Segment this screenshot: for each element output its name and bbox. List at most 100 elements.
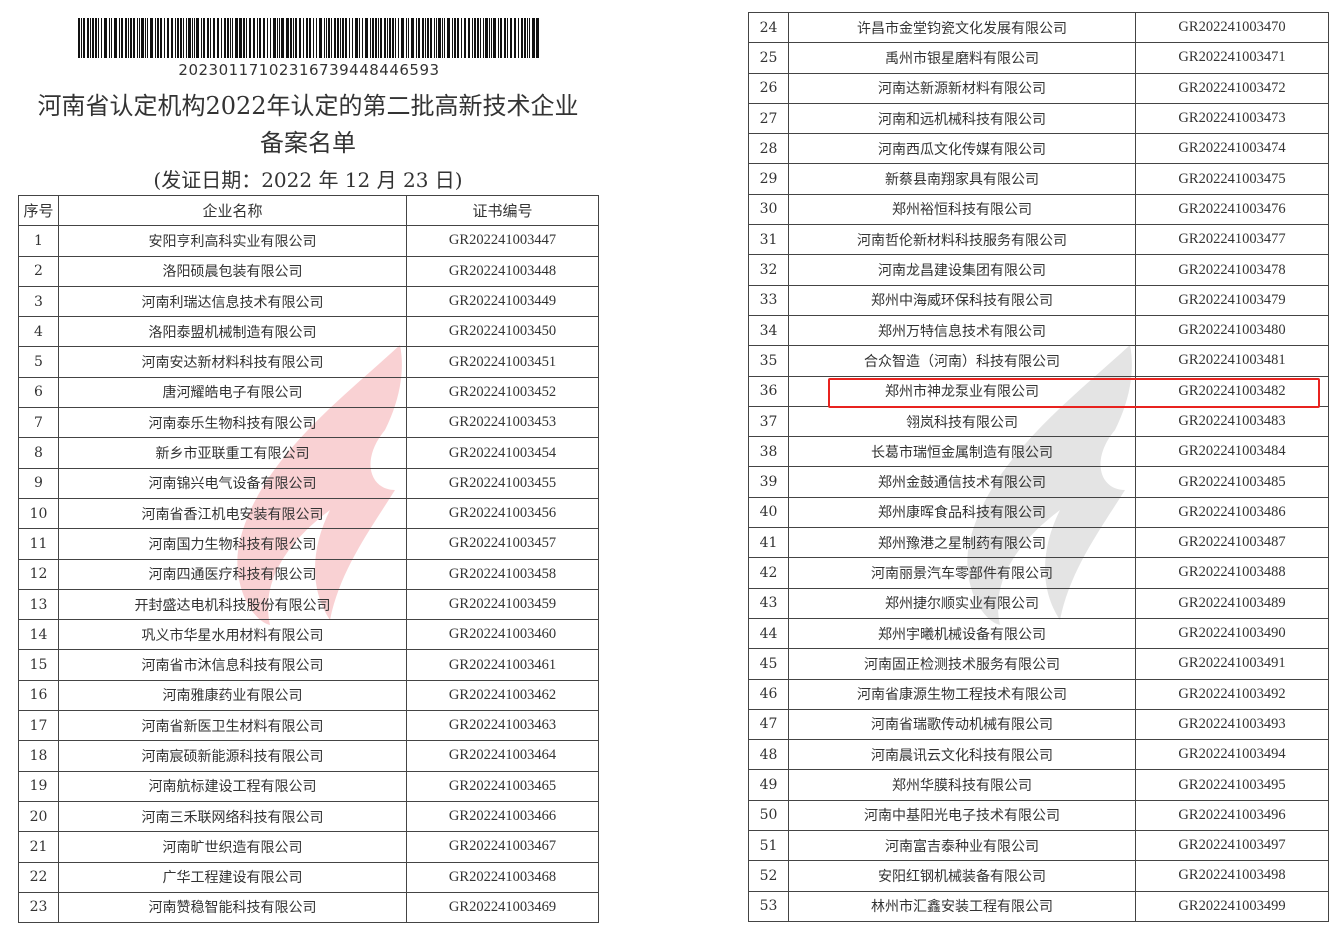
certificate-number: GR202241003461	[406, 649, 599, 681]
certificate-number: GR202241003451	[406, 346, 599, 378]
certificate-number: GR202241003475	[1135, 163, 1329, 195]
table-row: 33 郑州中海威环保科技有限公司 GR202241003479	[748, 284, 1329, 316]
certificate-number: GR202241003465	[406, 770, 599, 802]
company-name: 郑州豫港之星制药有限公司	[788, 527, 1136, 559]
certificate-number: GR202241003452	[406, 376, 599, 409]
company-name: 禹州市银星磨料有限公司	[788, 42, 1136, 74]
company-name: 郑州华膜科技有限公司	[788, 769, 1136, 801]
company-name: 巩义市华星水用材料有限公司	[58, 619, 407, 651]
row-number: 1	[18, 225, 59, 257]
table-row: 39 郑州金鼓通信技术有限公司 GR202241003485	[748, 466, 1329, 498]
company-name: 郑州金鼓通信技术有限公司	[788, 466, 1136, 498]
certificate-number: GR202241003473	[1135, 102, 1329, 135]
row-number: 23	[18, 891, 59, 924]
certificate-number: GR202241003467	[406, 831, 599, 863]
company-table-right: 24 许昌市金堂钧瓷文化发展有限公司 GR202241003470 25 禹州市银星磨料…	[748, 11, 1329, 922]
certificate-number: GR202241003499	[1135, 890, 1329, 922]
table-header-row: 序号 企业名称 证书编号	[18, 194, 599, 227]
company-name: 河南国力生物科技有限公司	[58, 528, 407, 560]
row-number: 8	[18, 437, 59, 469]
row-number: 35	[748, 345, 789, 377]
row-number: 41	[748, 527, 789, 559]
table-row: 52 安阳红钢机械装备有限公司 GR202241003498	[748, 860, 1329, 892]
row-number: 10	[18, 497, 59, 530]
row-number: 45	[748, 648, 789, 680]
company-name: 长葛市瑞恒金属制造有限公司	[788, 436, 1136, 468]
row-number: 30	[748, 193, 789, 226]
certificate-number: GR202241003455	[406, 467, 599, 499]
row-number: 12	[18, 558, 59, 590]
row-number: 31	[748, 224, 789, 256]
table-row: 28 河南西瓜文化传媒有限公司 GR202241003474	[748, 133, 1329, 165]
certificate-number: GR202241003456	[406, 497, 599, 530]
row-number: 17	[18, 710, 59, 742]
table-row: 48 河南晨讯云文化科技有限公司 GR202241003494	[748, 739, 1329, 771]
company-name: 河南安达新材料科技有限公司	[58, 346, 407, 378]
certificate-number: GR202241003489	[1135, 587, 1329, 619]
certificate-number: GR202241003483	[1135, 405, 1329, 438]
table-row: 46 河南省康源生物工程技术有限公司 GR202241003492	[748, 678, 1329, 710]
certificate-number: GR202241003487	[1135, 527, 1329, 559]
company-name: 河南西瓜文化传媒有限公司	[788, 133, 1136, 165]
company-name: 开封盛达电机科技股份有限公司	[58, 588, 407, 621]
company-name: 河南赞稳智能科技有限公司	[58, 891, 407, 924]
table-row: 12 河南四通医疗科技有限公司 GR202241003458	[18, 558, 599, 590]
table-row: 31 河南哲伦新材料科技服务有限公司 GR202241003477	[748, 224, 1329, 256]
table-row: 26 河南达新源新材料有限公司 GR202241003472	[748, 72, 1329, 104]
certificate-number: GR202241003463	[406, 710, 599, 742]
table-row: 1 安阳亨利高科实业有限公司 GR202241003447	[18, 225, 599, 257]
row-number: 40	[748, 496, 789, 529]
row-number: 50	[748, 799, 789, 832]
company-name: 河南哲伦新材料科技服务有限公司	[788, 224, 1136, 256]
table-row: 3 河南利瑞达信息技术有限公司 GR202241003449	[18, 285, 599, 318]
company-name: 河南丽景汽车零部件有限公司	[788, 557, 1136, 589]
certificate-number: GR202241003448	[406, 255, 599, 287]
company-name: 河南富吉泰种业有限公司	[788, 830, 1136, 862]
row-number: 27	[748, 102, 789, 135]
row-number: 37	[748, 405, 789, 438]
document-title: 河南省认定机构2022年认定的第二批高新技术企业	[37, 92, 579, 120]
company-name: 郑州万特信息技术有限公司	[788, 314, 1136, 347]
company-name: 郑州裕恒科技有限公司	[788, 193, 1136, 226]
certificate-number: GR202241003454	[406, 437, 599, 469]
company-name: 河南中基阳光电子技术有限公司	[788, 799, 1136, 832]
row-number: 44	[748, 617, 789, 650]
row-number: 16	[18, 679, 59, 712]
certificate-number: GR202241003490	[1135, 617, 1329, 650]
company-table-left: 序号 企业名称 证书编号 1 安阳亨利高科实业有限公司 GR202241003447…	[18, 194, 599, 924]
table-row: 16 河南雅康药业有限公司 GR202241003462	[18, 679, 599, 712]
company-name: 合众智造（河南）科技有限公司	[788, 345, 1136, 377]
table-row: 53 林州市汇鑫安装工程有限公司 GR202241003499	[748, 890, 1329, 922]
row-number: 38	[748, 436, 789, 468]
table-row: 18 河南宸硕新能源科技有限公司 GR202241003464	[18, 740, 599, 772]
table-row: 6 唐河耀皓电子有限公司 GR202241003452	[18, 376, 599, 409]
row-number: 49	[748, 769, 789, 801]
table-row: 25 禹州市银星磨料有限公司 GR202241003471	[748, 42, 1329, 74]
company-name: 河南省康源生物工程技术有限公司	[788, 678, 1136, 710]
row-number: 51	[748, 830, 789, 862]
table-row: 47 河南省瑞歌传动机械有限公司 GR202241003493	[748, 708, 1329, 741]
table-row: 9 河南锦兴电气设备有限公司 GR202241003455	[18, 467, 599, 499]
row-number: 53	[748, 890, 789, 922]
company-name: 河南和远机械科技有限公司	[788, 102, 1136, 135]
certificate-number: GR202241003497	[1135, 830, 1329, 862]
company-name: 新乡市亚联重工有限公司	[58, 437, 407, 469]
table-row: 5 河南安达新材料科技有限公司 GR202241003451	[18, 346, 599, 378]
company-name: 新蔡县南翔家具有限公司	[788, 163, 1136, 195]
table-row: 49 郑州华膜科技有限公司 GR202241003495	[748, 769, 1329, 801]
table-row: 34 郑州万特信息技术有限公司 GR202241003480	[748, 314, 1329, 347]
table-row: 41 郑州豫港之星制药有限公司 GR202241003487	[748, 527, 1329, 559]
row-number: 33	[748, 284, 789, 316]
row-number: 36	[748, 375, 789, 407]
certificate-number: GR202241003457	[406, 528, 599, 560]
certificate-number: GR202241003484	[1135, 436, 1329, 468]
certificate-number: GR202241003468	[406, 861, 599, 893]
column-header-number: 序号	[18, 194, 59, 227]
table-row: 19 河南航标建设工程有限公司 GR202241003465	[18, 770, 599, 802]
row-number: 25	[748, 42, 789, 74]
company-name: 郑州宇曦机械设备有限公司	[788, 617, 1136, 650]
row-number: 52	[748, 860, 789, 892]
company-name: 河南省香江机电安装有限公司	[58, 497, 407, 530]
certificate-number: GR202241003466	[406, 800, 599, 833]
certificate-number: GR202241003471	[1135, 42, 1329, 74]
